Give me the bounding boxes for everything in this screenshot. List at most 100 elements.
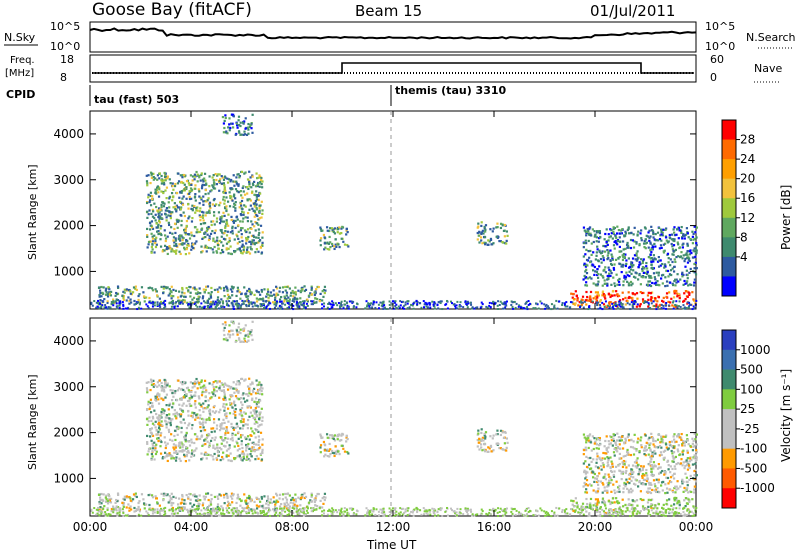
- power-echo: [654, 232, 657, 236]
- power-echo: [640, 275, 643, 278]
- power-echo: [232, 174, 235, 177]
- power-echo: [665, 236, 668, 239]
- power-echo: [160, 233, 163, 237]
- velocity-echo: [234, 414, 237, 417]
- power-echo: [253, 243, 256, 246]
- power-echo: [671, 301, 674, 304]
- power-echo: [695, 299, 698, 302]
- power-echo: [234, 197, 237, 200]
- velocity-echo: [151, 415, 154, 418]
- power-echo: [688, 257, 691, 260]
- velocity-echo: [148, 507, 151, 510]
- power-echo: [613, 284, 617, 288]
- power-echo: [237, 130, 241, 133]
- velocity-echo: [199, 422, 202, 426]
- power-echo: [667, 275, 670, 278]
- power-echo: [255, 172, 258, 175]
- power-echo: [525, 307, 528, 310]
- velocity-echo: [676, 502, 679, 505]
- power-echo: [183, 292, 186, 295]
- velocity-echo: [611, 497, 615, 500]
- velocity-echo: [273, 505, 277, 508]
- y-tick-label: 2000: [53, 219, 84, 233]
- power-echo: [401, 300, 404, 303]
- power-echo: [256, 177, 259, 180]
- power-echo: [624, 303, 627, 306]
- velocity-echo: [656, 438, 660, 441]
- velocity-echo: [275, 492, 278, 495]
- velocity-echo: [213, 421, 216, 424]
- velocity-echo: [162, 398, 165, 402]
- power-echo: [613, 282, 616, 285]
- velocity-echo: [223, 395, 226, 398]
- power-echo: [154, 241, 157, 245]
- velocity-echo: [671, 455, 674, 458]
- power-echo: [648, 239, 651, 242]
- velocity-echo: [661, 506, 664, 510]
- power-echo: [107, 286, 110, 289]
- velocity-echo: [180, 507, 183, 510]
- power-echo: [683, 299, 686, 302]
- power-echo: [367, 302, 370, 305]
- power-echo: [176, 226, 179, 229]
- power-echo: [202, 288, 205, 291]
- velocity-echo: [577, 511, 580, 514]
- velocity-echo: [272, 496, 275, 499]
- velocity-echo: [222, 405, 225, 408]
- velocity-echo: [242, 455, 245, 459]
- velocity-echo: [169, 421, 172, 425]
- velocity-echo: [200, 405, 203, 408]
- power-echo: [249, 293, 252, 296]
- power-echo: [100, 303, 103, 306]
- velocity-echo: [192, 494, 195, 497]
- power-echo: [218, 286, 221, 289]
- power-echo: [677, 305, 680, 308]
- velocity-echo: [617, 501, 621, 504]
- power-echo: [297, 302, 300, 305]
- power-echo: [114, 294, 117, 297]
- velocity-echo: [184, 460, 188, 463]
- power-echo: [671, 245, 674, 248]
- power-echo: [423, 306, 426, 309]
- power-echo: [594, 258, 597, 261]
- velocity-echo: [608, 508, 611, 511]
- velocity-echo: [667, 468, 670, 471]
- power-echo: [249, 199, 252, 202]
- power-echo: [245, 230, 248, 234]
- velocity-echo: [208, 411, 212, 414]
- power-echo: [124, 307, 127, 310]
- power-echo: [222, 178, 226, 181]
- power-echo: [260, 178, 263, 182]
- power-echo: [610, 232, 613, 235]
- power-echo: [612, 244, 616, 247]
- power-echo: [649, 306, 652, 309]
- velocity-echo: [319, 433, 322, 436]
- velocity-echo: [230, 385, 233, 389]
- velocity-echo: [664, 472, 667, 475]
- power-echo: [683, 237, 686, 240]
- velocity-echo: [647, 505, 650, 508]
- velocity-echo: [220, 438, 224, 441]
- power-echo: [641, 259, 645, 263]
- velocity-echo: [174, 389, 177, 393]
- power-echo: [587, 306, 590, 309]
- power-echo: [210, 286, 213, 290]
- velocity-echo: [151, 444, 155, 447]
- power-echo: [172, 188, 175, 191]
- power-echo: [218, 239, 222, 243]
- power-echo: [148, 286, 152, 289]
- velocity-echo: [255, 455, 258, 458]
- power-echo: [618, 300, 621, 303]
- velocity-echo: [245, 499, 248, 502]
- power-echo: [555, 299, 558, 302]
- power-echo: [624, 278, 627, 281]
- velocity-echo: [181, 449, 184, 452]
- velocity-echo: [248, 438, 251, 441]
- power-echo: [672, 244, 676, 247]
- power-echo: [204, 301, 207, 304]
- power-echo: [626, 300, 629, 303]
- power-echo: [253, 215, 256, 218]
- velocity-echo: [663, 449, 667, 452]
- velocity-echo: [693, 469, 696, 473]
- power-echo: [583, 274, 586, 278]
